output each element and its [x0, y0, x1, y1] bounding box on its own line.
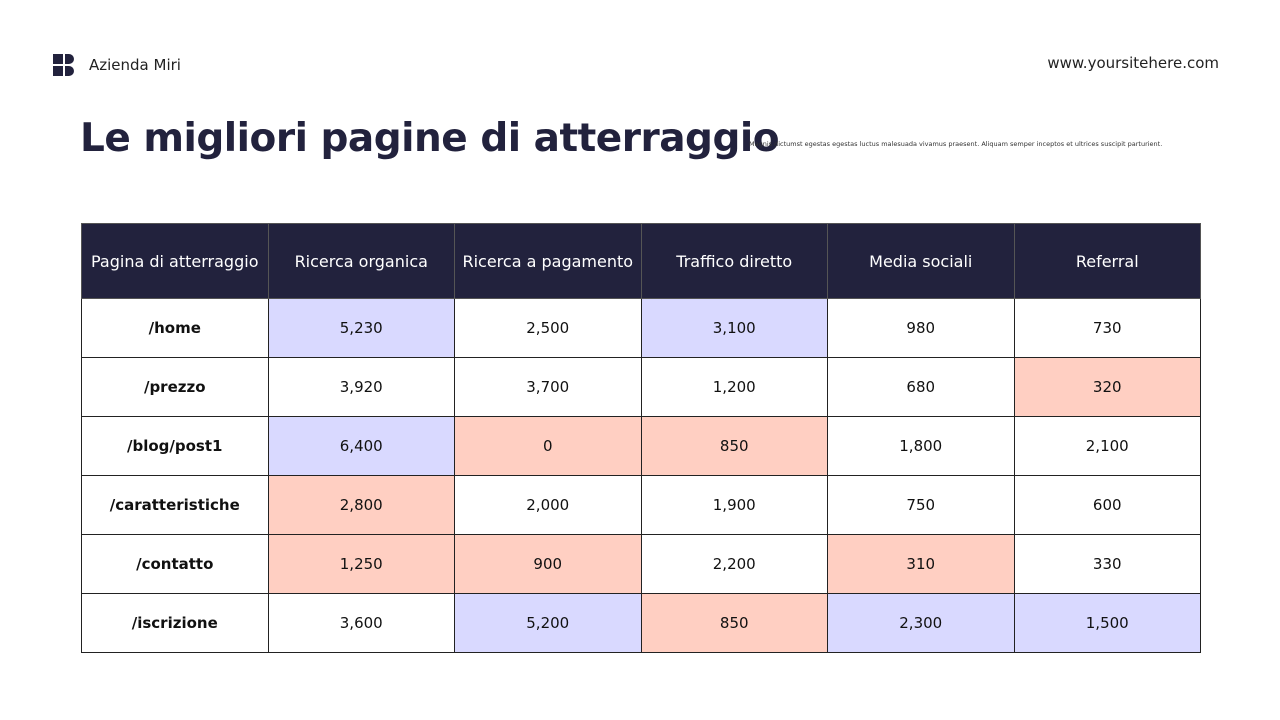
row-label: /contatto [81, 534, 269, 594]
row-label: /iscrizione [81, 593, 269, 653]
cell: 6,400 [267, 416, 455, 476]
cell: 310 [827, 534, 1015, 594]
cell: 2,000 [454, 475, 642, 535]
column-header: Referral [1013, 223, 1201, 299]
brand-name: Azienda Miri [89, 56, 181, 74]
cell: 1,800 [827, 416, 1015, 476]
table-row: /caratteristiche 2,800 2,000 1,900 750 600 [81, 475, 1201, 535]
table-row: /iscrizione 3,600 5,200 850 2,300 1,500 [81, 593, 1201, 653]
column-header: Ricerca a pagamento [454, 223, 642, 299]
table-row: /home 5,230 2,500 3,100 980 730 [81, 298, 1201, 358]
data-table: Pagina di atterraggio Ricerca organica Ric… [81, 223, 1201, 653]
cell: 1,900 [640, 475, 828, 535]
cell: 3,920 [267, 357, 455, 417]
cell: 1,500 [1013, 593, 1201, 653]
table-row: /blog/post1 6,400 0 850 1,800 2,100 [81, 416, 1201, 476]
column-header: Pagina di atterraggio [81, 223, 269, 299]
table-row: /contatto 1,250 900 2,200 310 330 [81, 534, 1201, 594]
cell: 2,100 [1013, 416, 1201, 476]
cell: 2,300 [827, 593, 1015, 653]
table-row: /prezzo 3,920 3,700 1,200 680 320 [81, 357, 1201, 417]
cell: 850 [640, 593, 828, 653]
cell: 3,600 [267, 593, 455, 653]
cell: 850 [640, 416, 828, 476]
cell: 5,200 [454, 593, 642, 653]
cell: 1,250 [267, 534, 455, 594]
table-head: Pagina di atterraggio Ricerca organica Ric… [81, 223, 1201, 299]
column-header: Media sociali [827, 223, 1015, 299]
cell: 1,200 [640, 357, 828, 417]
row-label: /home [81, 298, 269, 358]
cell: 750 [827, 475, 1015, 535]
header-row: Pagina di atterraggio Ricerca organica Ric… [81, 223, 1201, 299]
cell: 600 [1013, 475, 1201, 535]
cell: 3,100 [640, 298, 828, 358]
description: Magnis dictumst egestas egestas luctus m… [749, 140, 1163, 148]
cell: 2,200 [640, 534, 828, 594]
cell: 2,800 [267, 475, 455, 535]
table-body: /home 5,230 2,500 3,100 980 730/prezzo 3,920 3,… [81, 298, 1201, 653]
cell: 680 [827, 357, 1015, 417]
column-header: Ricerca organica [267, 223, 455, 299]
cell: 5,230 [267, 298, 455, 358]
cell: 2,500 [454, 298, 642, 358]
row-label: /blog/post1 [81, 416, 269, 476]
cell: 980 [827, 298, 1015, 358]
row-label: /prezzo [81, 357, 269, 417]
cell: 900 [454, 534, 642, 594]
title: Le migliori pagine di atterraggio [80, 116, 780, 161]
cell: 330 [1013, 534, 1201, 594]
logo [53, 54, 74, 76]
website: www.yoursitehere.com [1047, 54, 1219, 72]
cell: 3,700 [454, 357, 642, 417]
brand: Azienda Miri [53, 54, 181, 76]
cell: 0 [454, 416, 642, 476]
row-label: /caratteristiche [81, 475, 269, 535]
column-header: Traffico diretto [640, 223, 828, 299]
cell: 730 [1013, 298, 1201, 358]
cell: 320 [1013, 357, 1201, 417]
